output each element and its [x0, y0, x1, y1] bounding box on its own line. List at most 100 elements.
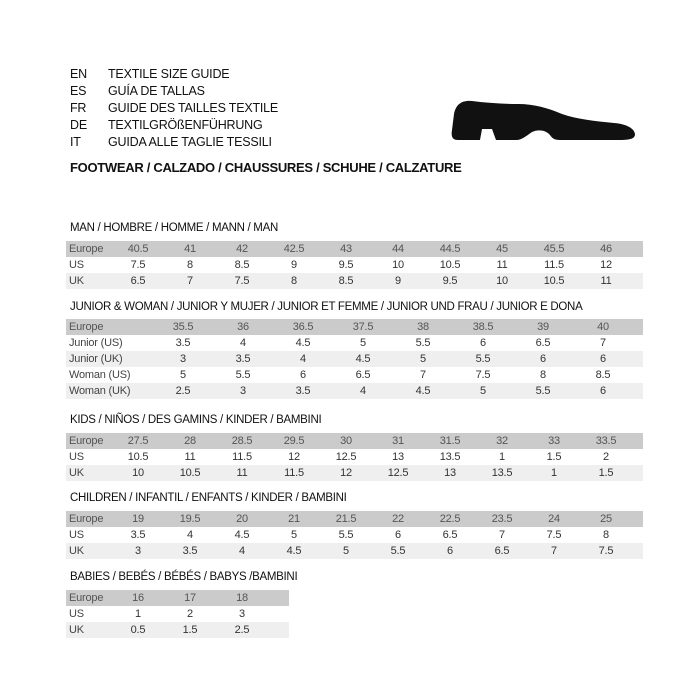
- size-cell: 13.5: [476, 465, 528, 481]
- size-cell: 3: [112, 543, 164, 559]
- size-cell: 35.5: [153, 319, 213, 335]
- size-cell: 9: [268, 257, 320, 273]
- size-cell: 45: [476, 241, 528, 257]
- size-cell: 4: [273, 351, 333, 367]
- size-cell: 6: [453, 335, 513, 351]
- row-label: Junior (UK): [66, 351, 153, 367]
- size-cell: 10: [372, 257, 424, 273]
- size-cell: 19: [112, 511, 164, 527]
- row-padding: [633, 351, 643, 367]
- size-cell: 7.5: [528, 527, 580, 543]
- size-cell: 2: [164, 606, 216, 622]
- size-cell: 6: [573, 351, 633, 367]
- size-cell: 11: [216, 465, 268, 481]
- row-label: Europe: [66, 241, 112, 257]
- size-cell: 4: [216, 543, 268, 559]
- size-cell: 6: [573, 383, 633, 399]
- size-cell: 6.5: [513, 335, 573, 351]
- size-cell: 33.5: [580, 433, 632, 449]
- size-cell: 9: [372, 273, 424, 289]
- row-padding: [632, 449, 643, 465]
- size-cell: 10.5: [424, 257, 476, 273]
- size-cell: 45.5: [528, 241, 580, 257]
- language-code: IT: [70, 135, 81, 149]
- size-cell: 2: [580, 449, 632, 465]
- size-cell: 4.5: [393, 383, 453, 399]
- table-row: UK 3 3.5 4 4.5 5 5.5 6 6.5 7 7.5: [66, 543, 643, 559]
- size-cell: 39: [513, 319, 573, 335]
- size-cell: 36: [213, 319, 273, 335]
- size-cell: 3.5: [213, 351, 273, 367]
- size-cell: 12: [580, 257, 632, 273]
- row-padding: [633, 383, 643, 399]
- row-padding: [633, 319, 643, 335]
- table-row: Junior (US) 3.5 4 4.5 5 5.5 6 6.5 7: [66, 335, 643, 351]
- size-cell: 6.5: [333, 367, 393, 383]
- table-row: Europe 16 17 18: [66, 590, 289, 606]
- size-cell: 4: [333, 383, 393, 399]
- size-cell: 42.5: [268, 241, 320, 257]
- size-cell: 16: [112, 590, 164, 606]
- table-row: UK 0.5 1.5 2.5: [66, 622, 289, 638]
- language-code: ES: [70, 84, 87, 98]
- size-cell: 38: [393, 319, 453, 335]
- size-cell: 36.5: [273, 319, 333, 335]
- size-cell: 44: [372, 241, 424, 257]
- size-cell: 3.5: [273, 383, 333, 399]
- size-cell: 27.5: [112, 433, 164, 449]
- size-cell: 1: [112, 606, 164, 622]
- size-cell: 10: [476, 273, 528, 289]
- size-cell: 17: [164, 590, 216, 606]
- table-row: Woman (UK) 2.5 3 3.5 4 4.5 5 5.5 6: [66, 383, 643, 399]
- size-cell: 25: [580, 511, 632, 527]
- size-cell: 1.5: [528, 449, 580, 465]
- row-padding: [632, 257, 643, 273]
- size-cell: 7.5: [216, 273, 268, 289]
- size-cell: 0.5: [112, 622, 164, 638]
- size-cell: 32: [476, 433, 528, 449]
- size-cell: 46: [580, 241, 632, 257]
- language-title: TEXTILE SIZE GUIDE: [108, 67, 230, 81]
- size-cell: 5: [153, 367, 213, 383]
- row-label: Woman (UK): [66, 383, 153, 399]
- table-row: Europe 27.5 28 28.5 29.5 30 31 31.5 32 33 33.5: [66, 433, 643, 449]
- size-cell: 20: [216, 511, 268, 527]
- size-cell: 3: [213, 383, 273, 399]
- size-cell: 29.5: [268, 433, 320, 449]
- size-cell: 33: [528, 433, 580, 449]
- size-cell: 10.5: [528, 273, 580, 289]
- size-cell: 7.5: [580, 543, 632, 559]
- row-label: UK: [66, 622, 112, 638]
- size-cell: 24: [528, 511, 580, 527]
- size-cell: 3: [153, 351, 213, 367]
- size-cell: 4: [164, 527, 216, 543]
- table-row: US 7.5 8 8.5 9 9.5 10 10.5 11 11.5 12: [66, 257, 643, 273]
- row-padding: [632, 433, 643, 449]
- size-cell: 4.5: [268, 543, 320, 559]
- language-code: EN: [70, 67, 87, 81]
- size-cell: 9.5: [424, 273, 476, 289]
- size-cell: 12.5: [320, 449, 372, 465]
- size-cell: 40.5: [112, 241, 164, 257]
- row-label: UK: [66, 543, 112, 559]
- size-cell: 8: [513, 367, 573, 383]
- size-cell: 28: [164, 433, 216, 449]
- size-cell: 6.5: [112, 273, 164, 289]
- size-cell: 28.5: [216, 433, 268, 449]
- size-cell: 12: [320, 465, 372, 481]
- size-cell: 11: [164, 449, 216, 465]
- row-label: US: [66, 257, 112, 273]
- size-cell: 1.5: [164, 622, 216, 638]
- size-cell: 12: [268, 449, 320, 465]
- row-padding: [632, 465, 643, 481]
- row-label: UK: [66, 273, 112, 289]
- size-cell: 37.5: [333, 319, 393, 335]
- row-label: Europe: [66, 511, 112, 527]
- size-cell: 3.5: [164, 543, 216, 559]
- section-title: BABIES / BEBÉS / BÉBÉS / BABYS /BAMBINI: [70, 571, 298, 583]
- footwear-title: FOOTWEAR / CALZADO / CHAUSSURES / SCHUHE…: [70, 160, 462, 175]
- size-cell: 11.5: [528, 257, 580, 273]
- size-cell: 2.5: [153, 383, 213, 399]
- size-cell: 11.5: [216, 449, 268, 465]
- table-row: US 10.5 11 11.5 12 12.5 13 13.5 1 1.5 2: [66, 449, 643, 465]
